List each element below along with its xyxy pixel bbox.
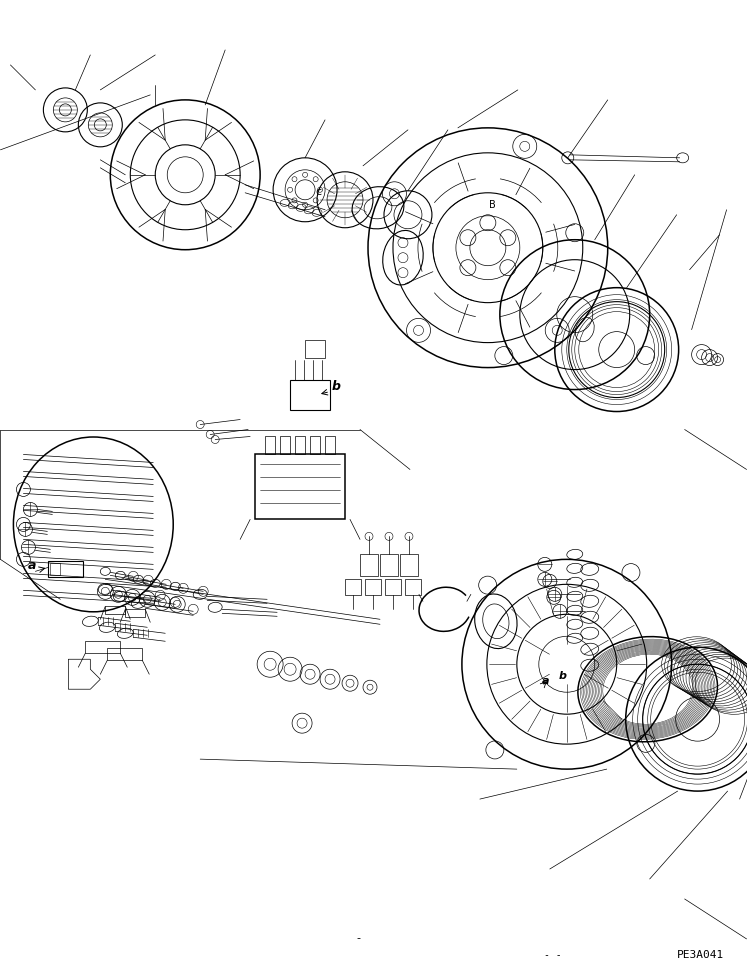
Bar	[400, 555, 418, 576]
Bar	[310, 436, 320, 455]
Bar	[85, 641, 120, 653]
Bar	[255, 455, 345, 519]
Text: PE3A041: PE3A041	[677, 950, 724, 960]
Text: c: c	[315, 187, 321, 196]
Text: b: b	[332, 379, 341, 393]
Bar	[125, 610, 145, 617]
Bar	[325, 436, 335, 455]
Text: a: a	[542, 676, 549, 687]
Bar	[360, 555, 378, 576]
Bar	[405, 580, 421, 595]
Bar	[345, 580, 361, 595]
Bar	[295, 436, 305, 455]
Bar	[380, 555, 398, 576]
Bar	[105, 607, 125, 614]
Bar	[365, 580, 381, 595]
Bar	[49, 561, 84, 578]
Bar	[280, 436, 290, 455]
Bar	[108, 648, 142, 661]
Bar	[305, 340, 325, 357]
Bar	[265, 436, 275, 455]
Bar	[290, 379, 330, 409]
Text: a: a	[28, 560, 36, 572]
Text: B: B	[489, 199, 496, 210]
Bar	[50, 563, 61, 575]
Text: -: -	[356, 933, 361, 943]
Text: - -: - -	[544, 950, 562, 960]
Bar	[385, 580, 401, 595]
Text: b: b	[559, 671, 567, 681]
